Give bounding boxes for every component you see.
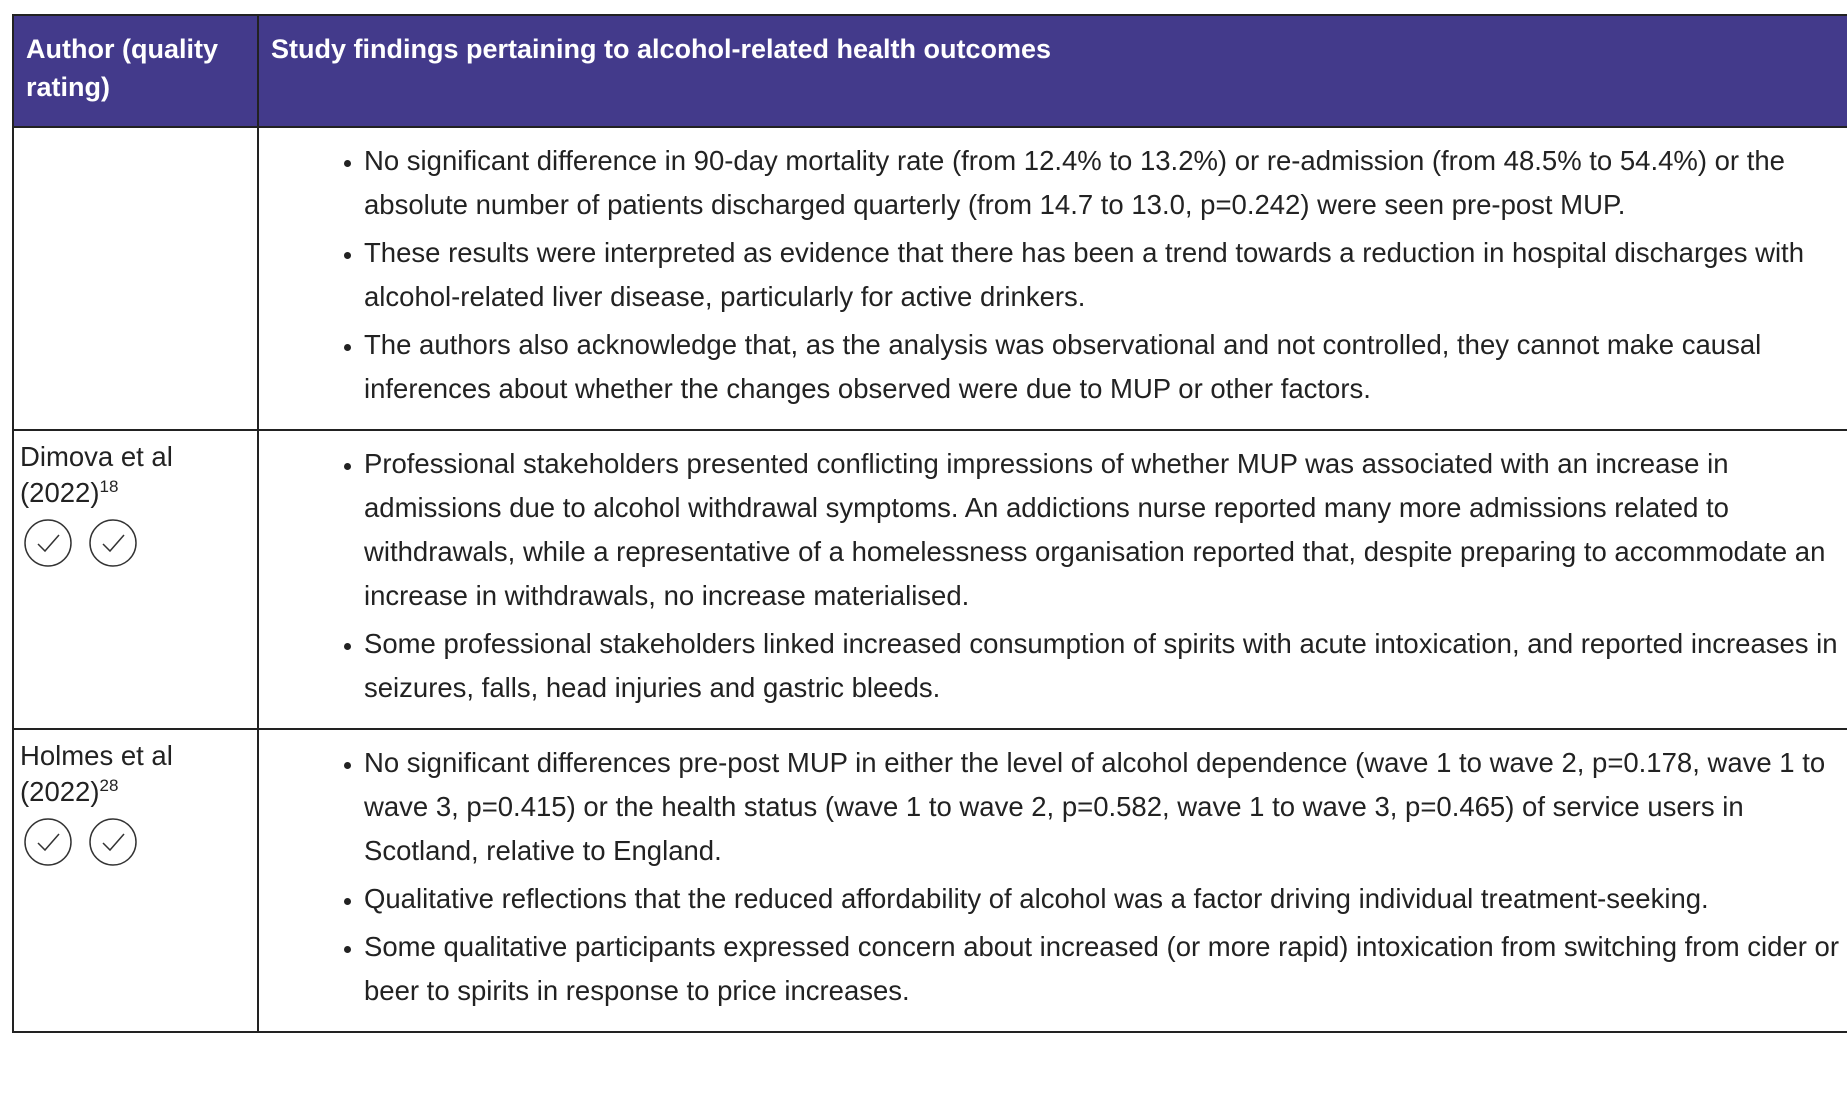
quality-icons (24, 519, 137, 567)
quality-rating (20, 517, 251, 578)
table-header: Author (quality rating) Study findings p… (12, 14, 1847, 128)
finding: No significant difference in 90-day mort… (364, 139, 1847, 227)
table-row: Dimova et al (2022)18 Professional stakeh… (12, 429, 1847, 730)
author-cell (12, 126, 259, 431)
finding: Qualitative reflections that the reduced… (364, 877, 1847, 921)
quality-icons (24, 818, 137, 866)
table-row: No significant difference in 90-day mort… (12, 126, 1847, 431)
author-name: Holmes et al (2022) (20, 740, 173, 807)
finding: No significant differences pre-post MUP … (364, 741, 1847, 873)
author-cell: Holmes et al (2022)28 (12, 728, 259, 1033)
header-row: Author (quality rating) Study findings p… (12, 14, 1847, 128)
finding: Professional stakeholders presented conf… (364, 442, 1847, 618)
reference: 18 (99, 476, 119, 496)
header-cell: Study findings pertaining to alcohol-rel… (257, 14, 1847, 128)
findings-list: Professional stakeholders presented conf… (259, 442, 1847, 710)
finding: Some qualitative participants expressed … (364, 925, 1847, 1013)
findings-list: No significant differences pre-post MUP … (259, 741, 1847, 1013)
finding: The authors also acknowledge that, as th… (364, 323, 1847, 411)
check-icon (24, 519, 72, 567)
table-row: Holmes et al (2022)28 No significant diff… (12, 728, 1847, 1033)
header-cell: Author (quality rating) (12, 14, 259, 128)
findings-cell: No significant difference in 90-day mort… (257, 126, 1847, 431)
finding: These results were interpreted as eviden… (364, 231, 1847, 319)
findings-cell: No significant differences pre-post MUP … (257, 728, 1847, 1033)
check-icon (24, 818, 72, 866)
table-body: No significant difference in 90-day mort… (12, 126, 1847, 1033)
finding: Some professional stakeholders linked in… (364, 622, 1847, 710)
check-icon (89, 818, 137, 866)
author-cell: Dimova et al (2022)18 (12, 429, 259, 730)
findings-table: Author (quality rating) Study findings p… (12, 14, 1847, 1033)
author-name: Dimova et al (2022) (20, 441, 173, 508)
check-icon (89, 519, 137, 567)
findings-list: No significant difference in 90-day mort… (259, 139, 1847, 411)
findings-cell: Professional stakeholders presented conf… (257, 429, 1847, 730)
quality-rating (20, 816, 251, 877)
reference: 28 (99, 775, 119, 795)
